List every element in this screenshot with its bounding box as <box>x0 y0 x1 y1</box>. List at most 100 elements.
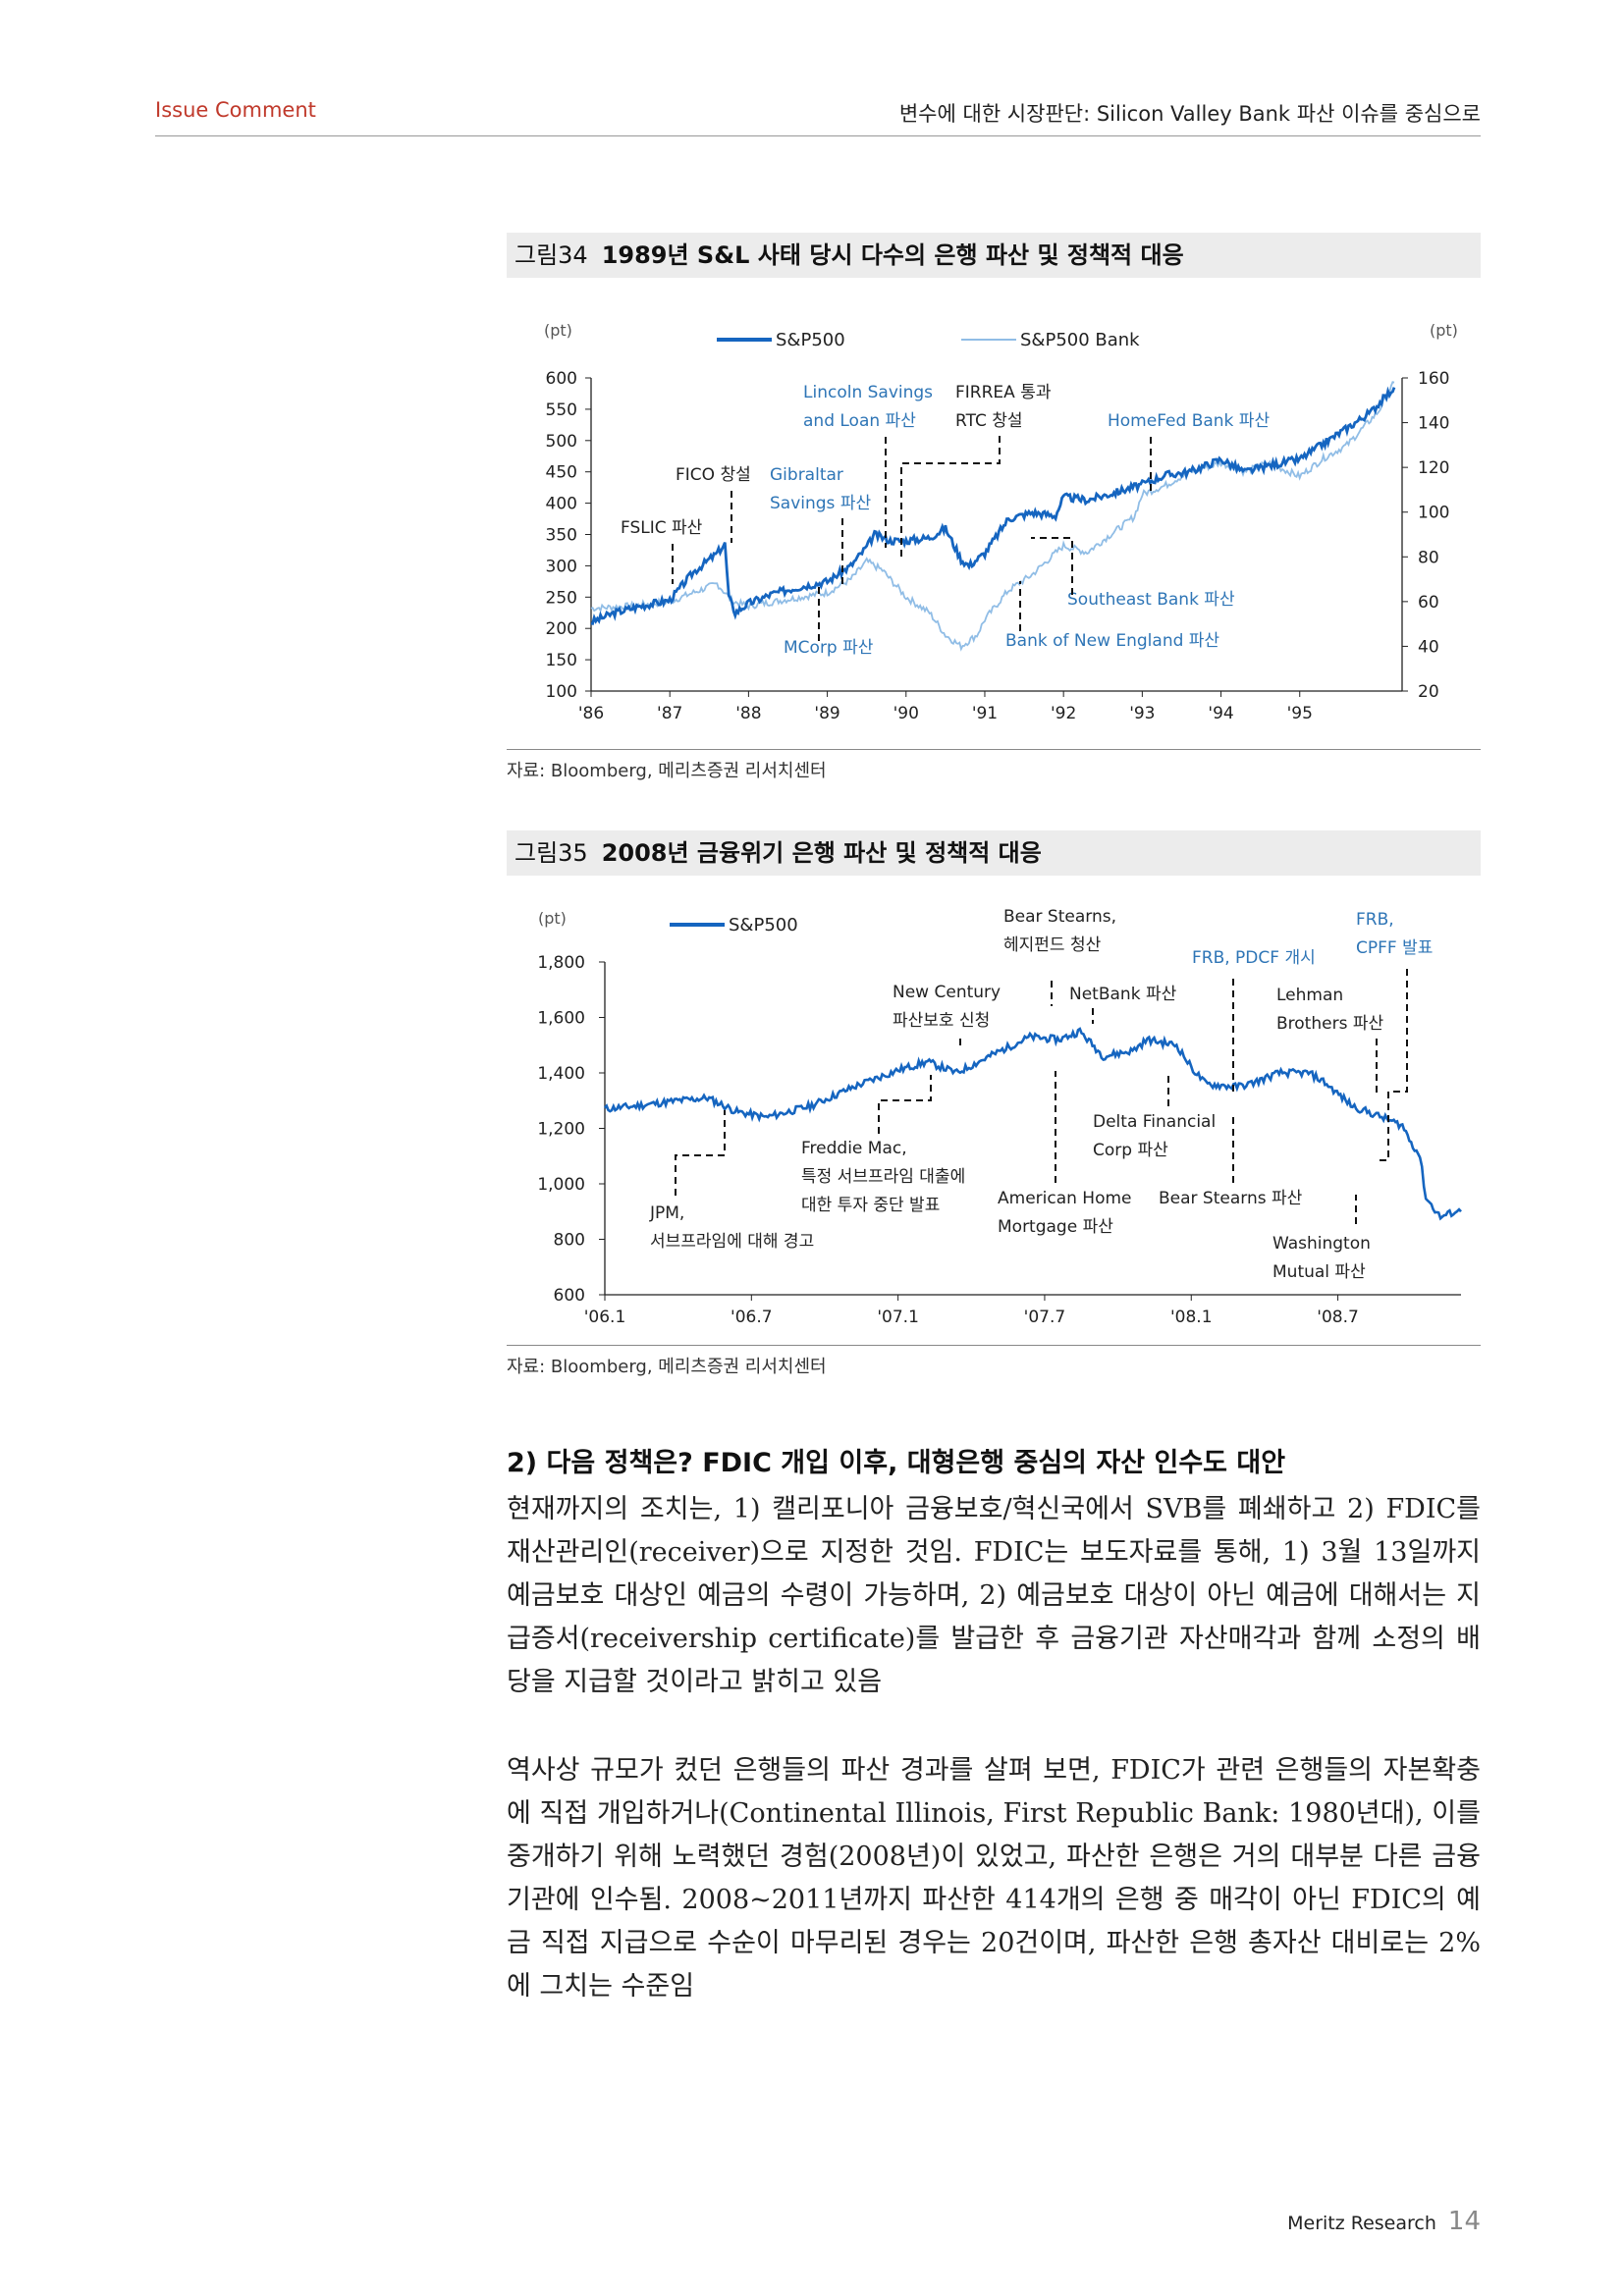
figure35-source: 자료: Bloomberg, 메리츠증권 리서치센터 <box>507 1357 827 1377</box>
leader-jpm <box>675 1110 726 1196</box>
legend-label-sp500: S&P500 <box>776 330 845 350</box>
figure35-title-bar: 그림35 2008년 금융위기 은행 파산 및 정책적 대응 <box>507 830 1481 876</box>
annotation-label: MCorp 파산 <box>784 638 874 658</box>
y-left-tick-label: 200 <box>546 619 577 639</box>
annotation-label: 특정 서브프라임 대출에 <box>801 1167 965 1187</box>
x-tick-label: '06.7 <box>731 1308 773 1327</box>
y-left-tick-label: 150 <box>546 651 577 670</box>
annotation-label: Washington <box>1272 1234 1371 1254</box>
y-left-tick-label: 300 <box>546 557 577 576</box>
y-left-tick-label: 600 <box>546 369 577 389</box>
leader-southeast <box>1031 537 1073 595</box>
y-tick-label: 1,800 <box>537 953 585 973</box>
annotation-label: Southeast Bank 파산 <box>1067 590 1235 610</box>
annotation-label: Mortgage 파산 <box>998 1217 1113 1237</box>
annotation-label: HomeFed Bank 파산 <box>1108 411 1270 431</box>
y-left-tick-label: 500 <box>546 432 577 452</box>
y-right-tick-label: 160 <box>1418 369 1449 389</box>
figure34-source: 자료: Bloomberg, 메리츠증권 리서치센터 <box>507 761 827 781</box>
x-tick-label: '07.7 <box>1024 1308 1066 1327</box>
x-tick-label: '92 <box>1051 704 1076 723</box>
y-left-tick-label: 100 <box>546 682 577 702</box>
header-right: 변수에 대한 시장판단: Silicon Valley Bank 파산 이슈를 … <box>898 102 1481 126</box>
y-right-unit: (pt) <box>1430 321 1458 340</box>
x-tick-label: '89 <box>814 704 839 723</box>
x-tick-label: '07.1 <box>877 1308 919 1327</box>
annotation-label: Bear Stearns 파산 <box>1159 1189 1303 1208</box>
figure35-svg: (pt) 600 800 1,000 1,200 1,400 1,600 1,800 '06.1… <box>537 907 1462 1327</box>
y-left-tick-label: 400 <box>546 495 577 514</box>
annotation-label: Brothers 파산 <box>1276 1014 1383 1034</box>
annotation-label: NetBank 파산 <box>1069 985 1177 1004</box>
annotation-label: Lincoln Savings <box>803 383 933 402</box>
paragraph-2: 역사상 규모가 컸던 은행들의 파산 경과를 살펴 보면, FDIC가 관련 은… <box>507 1755 1481 2002</box>
y-right-tick-label: 60 <box>1418 593 1439 613</box>
annotation-label: Freddie Mac, <box>801 1139 907 1158</box>
annotation-label: CPFF 발표 <box>1356 938 1433 958</box>
y-left-tick-label: 550 <box>546 400 577 420</box>
figure35-number: 그림35 <box>514 839 588 867</box>
y-left-tick-label: 350 <box>546 526 577 546</box>
y-tick-label: 600 <box>554 1286 585 1306</box>
y-tick-label: 1,400 <box>537 1064 585 1084</box>
figure35-source-rule <box>507 1345 1481 1346</box>
annotation-label: Gibraltar <box>770 465 843 485</box>
annotation-label: New Century <box>893 983 1001 1002</box>
figure34-source-rule <box>507 749 1481 750</box>
annotation-label: American Home <box>998 1189 1132 1208</box>
annotation-label: FRB, PDCF 개시 <box>1192 948 1316 968</box>
annotation-label: 대한 투자 중단 발표 <box>801 1196 940 1215</box>
series-sp500-line <box>604 1027 1462 1221</box>
x-tick-label: '06.1 <box>584 1308 626 1327</box>
annotation-label: Delta Financial <box>1093 1112 1216 1132</box>
x-tick-label: '90 <box>893 704 919 723</box>
leader-cpff <box>1377 969 1408 1161</box>
x-tick-label: '87 <box>657 704 682 723</box>
x-tick-label: '08.1 <box>1170 1308 1213 1327</box>
annotation-label: Bank of New England 파산 <box>1005 631 1219 651</box>
annotation-label: FRB, <box>1356 910 1394 930</box>
x-tick-label: '95 <box>1287 704 1313 723</box>
y-right-tick-label: 100 <box>1418 504 1449 523</box>
annotation-label: 파산보호 신청 <box>893 1011 990 1031</box>
annotation-label: and Loan 파산 <box>803 411 916 431</box>
x-tick-label: '86 <box>578 704 604 723</box>
figure35-chart: (pt) 600 800 1,000 1,200 1,400 1,600 1,800 '06.1… <box>507 898 1481 1335</box>
leader-firrea <box>900 436 1001 561</box>
annotation-label: Corp 파산 <box>1093 1141 1168 1160</box>
annotation-label: 헤지펀드 청산 <box>1003 935 1102 955</box>
x-tick-label: '94 <box>1208 704 1233 723</box>
y-tick-label: 800 <box>554 1231 585 1251</box>
y-right-tick-label: 20 <box>1418 682 1439 702</box>
annotation-label: Lehman <box>1276 986 1343 1005</box>
annotation-label: Mutual 파산 <box>1272 1262 1366 1282</box>
leader-freddie <box>878 1075 932 1134</box>
y-right-tick-label: 40 <box>1418 637 1439 657</box>
header-divider <box>155 135 1481 136</box>
y-tick-label: 1,200 <box>537 1120 585 1140</box>
y-right-tick-label: 140 <box>1418 414 1449 434</box>
figure34-svg: (pt) (pt) 100 150 200 250 300 350 400 450 500 550 60… <box>544 321 1458 723</box>
x-tick-label: '88 <box>735 704 761 723</box>
y-left-tick-label: 450 <box>546 463 577 483</box>
annotation-label: RTC 창설 <box>955 411 1023 431</box>
footer: Meritz Research 14 <box>1287 2207 1481 2236</box>
figure34-number: 그림34 <box>514 241 588 269</box>
section-heading: 2) 다음 정책은? FDIC 개입 이후, 대형은행 중심의 자산 인수도 대… <box>507 1448 1286 1478</box>
paragraph-1: 현재까지의 조치는, 1) 캘리포니아 금융보호/혁신국에서 SVB를 폐쇄하고… <box>507 1494 1481 1697</box>
figure35-title: 2008년 금융위기 은행 파산 및 정책적 대응 <box>601 839 1042 867</box>
annotation-label: Bear Stearns, <box>1003 907 1116 927</box>
y-right-tick-label: 120 <box>1418 458 1449 478</box>
annotation-label: Savings 파산 <box>770 494 871 513</box>
header-left: Issue Comment <box>155 98 316 122</box>
annotation-label: 서브프라임에 대해 경고 <box>650 1232 814 1252</box>
annotation-label: FIRREA 통과 <box>955 383 1052 402</box>
series-sp500-line <box>590 386 1396 625</box>
legend-label-sp500-bank: S&P500 Bank <box>1020 330 1140 350</box>
y-left-unit: (pt) <box>544 321 572 340</box>
y-tick-label: 1,600 <box>537 1009 585 1029</box>
y-tick-label: 1,000 <box>537 1175 585 1195</box>
y-left-tick-label: 250 <box>546 588 577 608</box>
y-unit: (pt) <box>538 909 567 928</box>
figure34-chart: (pt) (pt) 100 150 200 250 300 350 400 450 500 550 60… <box>507 304 1481 741</box>
